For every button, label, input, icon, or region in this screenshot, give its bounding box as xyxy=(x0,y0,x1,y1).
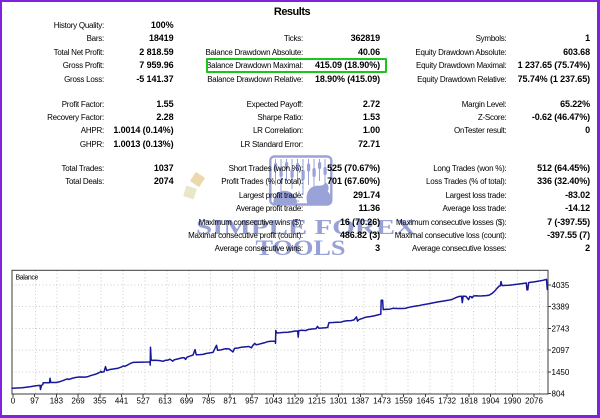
svg-text:2097: 2097 xyxy=(552,346,570,355)
svg-text:183: 183 xyxy=(50,397,64,406)
svg-text:1990: 1990 xyxy=(503,397,521,406)
svg-text:97: 97 xyxy=(30,397,39,406)
svg-text:871: 871 xyxy=(223,397,237,406)
svg-text:1450: 1450 xyxy=(552,368,570,377)
svg-text:1215: 1215 xyxy=(308,397,326,406)
svg-text:1301: 1301 xyxy=(330,397,348,406)
svg-text:804: 804 xyxy=(552,389,566,398)
svg-text:4035: 4035 xyxy=(552,281,570,290)
svg-text:Balance: Balance xyxy=(16,275,39,282)
svg-text:957: 957 xyxy=(245,397,259,406)
svg-text:1473: 1473 xyxy=(373,397,391,406)
svg-text:1904: 1904 xyxy=(482,397,500,406)
svg-text:SIMPLE FOREX: SIMPLE FOREX xyxy=(196,215,416,239)
svg-text:2076: 2076 xyxy=(525,397,543,406)
svg-text:1818: 1818 xyxy=(460,397,478,406)
svg-text:TOOLS: TOOLS xyxy=(256,235,346,260)
svg-text:1732: 1732 xyxy=(438,397,456,406)
svg-text:3389: 3389 xyxy=(552,303,570,312)
svg-text:1129: 1129 xyxy=(287,397,305,406)
svg-text:613: 613 xyxy=(158,397,172,406)
svg-text:527: 527 xyxy=(137,397,151,406)
svg-text:269: 269 xyxy=(71,397,85,406)
svg-text:441: 441 xyxy=(115,397,129,406)
svg-text:2743: 2743 xyxy=(552,324,570,333)
svg-text:1559: 1559 xyxy=(395,397,413,406)
svg-text:1387: 1387 xyxy=(351,397,369,406)
svg-text:785: 785 xyxy=(202,397,216,406)
svg-text:699: 699 xyxy=(180,397,194,406)
svg-text:1645: 1645 xyxy=(417,397,435,406)
svg-text:1043: 1043 xyxy=(265,397,283,406)
svg-text:355: 355 xyxy=(93,397,107,406)
svg-text:0: 0 xyxy=(11,397,16,406)
